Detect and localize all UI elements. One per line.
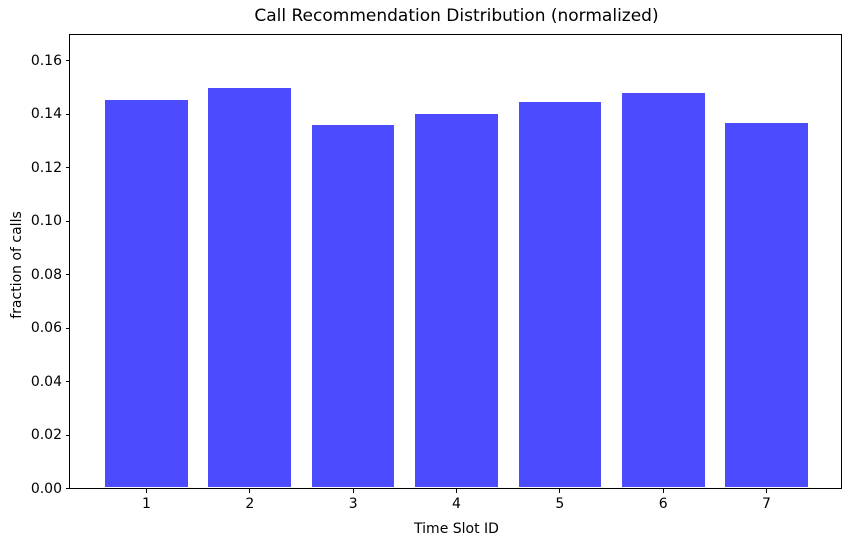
y-tick-label: 0.08 <box>30 266 62 283</box>
x-tick-mark <box>559 489 561 493</box>
x-tick-label: 6 <box>658 495 668 512</box>
y-tick-mark <box>66 327 70 329</box>
bar-timeslot-1 <box>105 100 188 488</box>
x-tick-label: 1 <box>142 495 151 512</box>
x-axis-label: Time Slot ID <box>414 521 499 537</box>
bar-timeslot-6 <box>621 93 705 488</box>
bar-timeslot-3 <box>311 124 395 488</box>
y-tick-label: 0.00 <box>30 480 62 497</box>
y-tick-mark <box>66 488 70 489</box>
y-tick-mark <box>66 113 70 115</box>
y-tick-mark <box>66 381 70 383</box>
x-tick-mark <box>145 489 147 493</box>
y-tick-label: 0.16 <box>30 52 62 69</box>
chart-title: Call Recommendation Distribution (normal… <box>254 6 659 26</box>
y-tick-label: 0.02 <box>30 427 62 444</box>
bar-timeslot-4 <box>415 113 498 488</box>
y-tick-mark <box>66 434 70 436</box>
y-tick-label: 0.04 <box>30 373 62 390</box>
y-tick-label: 0.06 <box>30 320 62 337</box>
x-tick-mark <box>662 489 664 493</box>
x-tick-mark <box>766 489 768 493</box>
bar-timeslot-5 <box>518 102 602 488</box>
y-tick-label: 0.12 <box>30 159 62 176</box>
y-tick-mark <box>66 167 70 169</box>
y-tick-label: 0.14 <box>30 106 62 123</box>
x-tick-mark <box>456 489 457 493</box>
bar-timeslot-7 <box>725 123 808 488</box>
y-axis-label-text: fraction of calls <box>9 211 25 319</box>
x-tick-mark <box>249 489 251 493</box>
x-tick-label: 5 <box>555 495 565 512</box>
bar-timeslot-2 <box>208 88 292 488</box>
x-tick-mark <box>352 489 354 493</box>
y-tick-mark <box>66 274 70 276</box>
x-tick-label: 2 <box>245 495 255 512</box>
y-tick-mark <box>66 60 70 62</box>
y-tick-mark <box>66 220 70 222</box>
x-tick-label: 4 <box>452 495 461 512</box>
y-tick-label: 0.10 <box>30 213 62 230</box>
x-tick-label: 7 <box>762 495 771 512</box>
x-tick-label: 3 <box>348 495 358 512</box>
